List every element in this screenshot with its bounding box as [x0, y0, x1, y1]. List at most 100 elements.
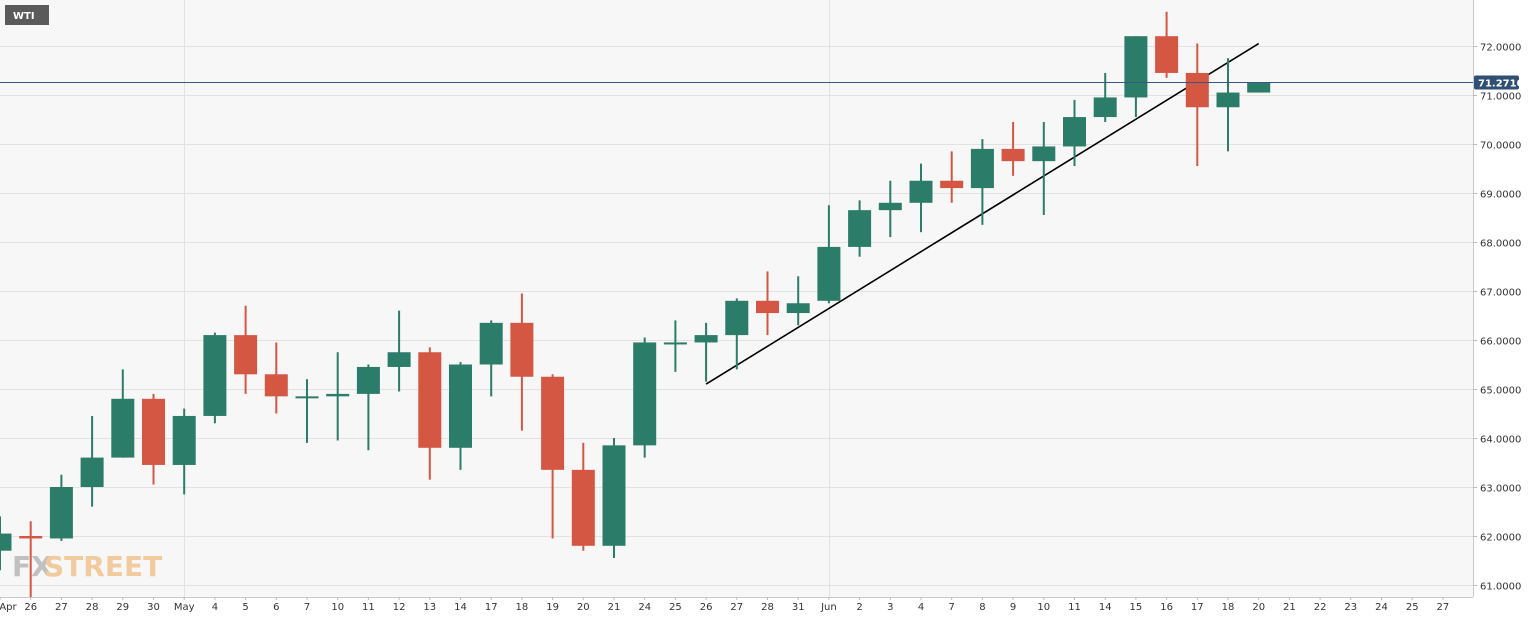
x-tick-label: 27	[1437, 602, 1450, 613]
y-tick-label: 66.0000	[1480, 337, 1521, 348]
x-tick-label: 4	[212, 602, 218, 613]
candle[interactable]	[970, 139, 994, 225]
y-tick-label: 63.0000	[1480, 484, 1521, 495]
candle[interactable]	[602, 438, 626, 559]
candle-body	[1247, 82, 1271, 93]
candle[interactable]	[571, 442, 595, 551]
candle[interactable]	[356, 364, 380, 451]
candle[interactable]	[1001, 121, 1025, 176]
x-tick-label: 17	[1191, 602, 1204, 613]
candle[interactable]	[786, 276, 810, 326]
candle[interactable]	[49, 474, 73, 541]
candle[interactable]	[541, 374, 565, 539]
candle[interactable]	[725, 298, 749, 370]
candle[interactable]	[940, 151, 964, 203]
x-tick-label: 27	[730, 602, 743, 613]
candle[interactable]	[449, 362, 472, 470]
candle[interactable]	[1247, 82, 1271, 93]
candle-body	[418, 352, 442, 448]
x-tick-label: 28	[86, 602, 99, 613]
x-tick-label: 5	[242, 602, 248, 613]
candle-body	[49, 487, 73, 539]
x-tick-label: 16	[1160, 602, 1173, 613]
candle[interactable]	[142, 393, 165, 485]
candle[interactable]	[80, 415, 104, 507]
candle[interactable]	[19, 521, 43, 598]
candle[interactable]	[326, 352, 350, 441]
x-tick-label: 6	[273, 602, 279, 613]
candle-body	[387, 352, 411, 367]
candle-body	[571, 469, 595, 546]
candle[interactable]	[1032, 121, 1056, 216]
candle[interactable]	[848, 200, 872, 257]
x-tick-label: 25	[1406, 602, 1419, 613]
candle-body	[111, 398, 135, 458]
x-tick-label: 31	[792, 602, 805, 613]
x-tick-label: 7	[304, 602, 310, 613]
x-tick-label: 21	[608, 602, 621, 613]
candle-body	[264, 374, 288, 397]
candle[interactable]	[1063, 99, 1086, 167]
x-tick-label: 23	[1344, 602, 1357, 613]
candle[interactable]	[878, 180, 902, 238]
candle[interactable]	[203, 332, 227, 424]
symbol-badge[interactable]: WTI	[5, 5, 49, 25]
x-tick-label: 22	[1314, 602, 1327, 613]
x-tick-label: 19	[546, 602, 559, 613]
candle-body	[1155, 36, 1179, 73]
x-tick-label: 2	[856, 602, 862, 613]
x-tick-label: 30	[147, 602, 160, 613]
candle[interactable]	[295, 379, 319, 443]
candle-body	[756, 300, 779, 314]
x-tick-label: 4	[918, 602, 924, 613]
candle[interactable]	[234, 305, 258, 394]
y-tick-label: 65.0000	[1480, 386, 1521, 397]
y-tick-label: 70.0000	[1480, 141, 1521, 152]
candle[interactable]	[387, 310, 411, 392]
candle[interactable]	[909, 163, 933, 233]
x-tick-label: 18	[516, 602, 529, 613]
candle[interactable]	[817, 205, 841, 304]
candle-body	[1032, 146, 1056, 162]
candle-body	[1124, 36, 1148, 98]
x-tick-label: Apr	[0, 602, 18, 613]
candle[interactable]	[663, 320, 687, 372]
candle[interactable]	[479, 320, 503, 397]
fxstreet-watermark: FX STREET	[12, 550, 162, 583]
candle[interactable]	[264, 342, 288, 414]
x-tick-label: 26	[700, 602, 713, 613]
candle[interactable]	[111, 369, 135, 458]
x-tick-label: 14	[454, 602, 467, 613]
x-tick-label: 3	[887, 602, 893, 613]
candle-body	[940, 180, 964, 189]
x-tick-label: 10	[1037, 602, 1050, 613]
candle-body	[172, 415, 196, 465]
candle[interactable]	[1185, 43, 1209, 167]
candle[interactable]	[756, 271, 779, 336]
candle-body	[295, 396, 319, 399]
candle[interactable]	[0, 516, 12, 571]
candle[interactable]	[633, 337, 657, 458]
symbol-label: WTI	[13, 11, 35, 22]
candle[interactable]	[172, 408, 196, 495]
candle[interactable]	[1093, 72, 1117, 122]
x-tick-label: 28	[761, 602, 774, 613]
x-tick-label: 10	[331, 602, 344, 613]
x-tick-label: 11	[362, 602, 375, 613]
x-tick-label: 8	[979, 602, 985, 613]
candle-body	[234, 335, 258, 375]
candle-body	[510, 322, 534, 377]
candle-body	[1001, 148, 1025, 162]
candle-body	[449, 364, 472, 448]
candle[interactable]	[418, 347, 442, 480]
candle[interactable]	[1155, 11, 1179, 78]
y-tick-label: 62.0000	[1480, 533, 1521, 544]
candle[interactable]	[694, 322, 718, 382]
candle[interactable]	[510, 293, 534, 431]
candle-body	[817, 246, 841, 301]
candle[interactable]	[1216, 58, 1240, 152]
candle-body	[541, 376, 565, 470]
candle-body	[633, 342, 657, 446]
